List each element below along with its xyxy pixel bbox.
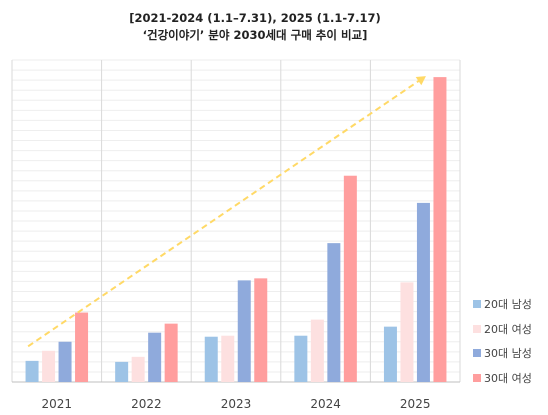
bar — [58, 341, 72, 382]
bar — [400, 282, 414, 382]
x-tick-label: 2022 — [131, 397, 162, 411]
bar — [75, 312, 89, 382]
bar — [327, 243, 341, 382]
bar — [343, 175, 357, 382]
legend-item: 30대 여성 — [473, 366, 548, 391]
bar — [115, 361, 129, 382]
chart-title-line1: [2021-2024 (1.1–7.31), 2025 (1.1-7.17) — [129, 11, 381, 25]
legend-label: 30대 남성 — [484, 347, 532, 361]
chart-title: [2021-2024 (1.1–7.31), 2025 (1.1-7.17) ‘… — [0, 10, 510, 44]
legend-label: 30대 여성 — [484, 371, 532, 385]
x-tick-label: 2025 — [400, 397, 431, 411]
bar — [416, 202, 430, 382]
trend-arrow-line — [27, 79, 421, 348]
x-tick-label: 2021 — [42, 397, 73, 411]
legend-swatch — [473, 373, 481, 382]
legend-item: 20대 남성 — [473, 292, 548, 317]
legend: 20대 남성 20대 여성 30대 남성 30대 여성 — [473, 292, 548, 390]
chart-title-line2: ‘건강이야기’ 분야 2030세대 구매 추이 비교] — [142, 28, 368, 42]
bar — [42, 350, 56, 382]
bar — [164, 323, 178, 382]
bar — [204, 336, 218, 382]
bar — [237, 280, 251, 382]
legend-swatch — [473, 324, 481, 333]
trend-arrow-head — [415, 76, 426, 86]
bar — [310, 319, 324, 382]
bar — [131, 356, 145, 382]
bar — [148, 332, 162, 382]
legend-item: 20대 여성 — [473, 317, 548, 342]
bar — [294, 335, 308, 382]
legend-swatch — [473, 300, 481, 309]
bar — [221, 335, 235, 382]
legend-label: 20대 여성 — [484, 322, 532, 336]
legend-swatch — [473, 349, 481, 358]
bar — [433, 77, 447, 382]
bar — [254, 278, 268, 382]
bar — [25, 360, 39, 382]
legend-label: 20대 남성 — [484, 298, 532, 312]
legend-item: 30대 남성 — [473, 341, 548, 366]
bar — [383, 326, 397, 382]
x-tick-label: 2024 — [310, 397, 341, 411]
x-tick-label: 2023 — [221, 397, 252, 411]
